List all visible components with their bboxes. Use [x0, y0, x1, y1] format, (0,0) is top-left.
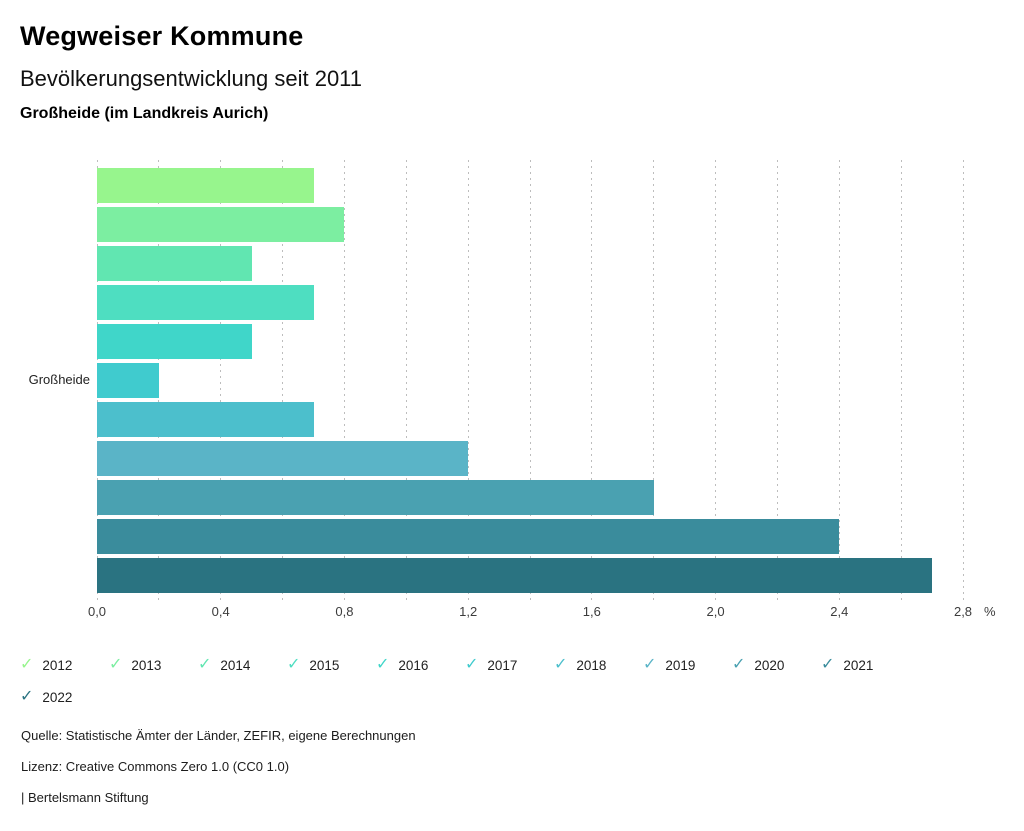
legend-year-label: 2021 [843, 657, 874, 673]
license-note: Lizenz: Creative Commons Zero 1.0 (CC0 1… [21, 759, 290, 774]
legend-item-2020[interactable]: ✓ 2020 [732, 656, 784, 674]
bar-2015[interactable] [97, 285, 314, 320]
source-note: Quelle: Statistische Ämter der Länder, Z… [21, 728, 416, 743]
gridline [591, 160, 593, 600]
x-tick-label: 2,8 [953, 604, 973, 619]
bar-2019[interactable] [97, 441, 469, 476]
legend-year-label: 2014 [220, 657, 251, 673]
bar-2021[interactable] [97, 519, 840, 554]
x-axis-unit-label: % [984, 604, 996, 619]
checkmark-icon: ✓ [20, 656, 34, 673]
x-tick-label: 2,4 [830, 604, 849, 619]
bar-2012[interactable] [97, 168, 314, 203]
app-title: Wegweiser Kommune [20, 21, 304, 51]
checkmark-icon: ✓ [287, 656, 301, 673]
legend-item-2021[interactable]: ✓ 2021 [821, 656, 873, 674]
y-axis-category-label: Großheide [28, 372, 90, 387]
legend-year-label: 2019 [665, 657, 696, 673]
gridline [529, 160, 531, 600]
checkmark-icon: ✓ [376, 656, 390, 673]
gridline [158, 160, 160, 600]
chart-title: Bevölkerungsentwicklung seit 2011 [20, 66, 363, 91]
gridline [467, 160, 469, 600]
legend-item-2016[interactable]: ✓ 2016 [376, 656, 428, 674]
gridline [715, 160, 717, 600]
x-tick-label: 1,6 [582, 604, 601, 619]
checkmark-icon: ✓ [821, 656, 835, 673]
x-tick-label: 0,0 [87, 604, 107, 619]
bar-2020[interactable] [97, 480, 654, 515]
bar-2018[interactable] [97, 402, 314, 437]
x-tick-label: 2,0 [706, 604, 725, 619]
legend-item-2022[interactable]: ✓ 2022 [20, 688, 72, 706]
gridline [653, 160, 655, 600]
checkmark-icon: ✓ [109, 656, 123, 673]
legend-item-2018[interactable]: ✓ 2018 [554, 656, 606, 674]
x-tick-label: 0,8 [335, 604, 354, 619]
gridline [220, 160, 222, 600]
legend-year-label: 2012 [42, 657, 73, 673]
legend-item-2017[interactable]: ✓ 2017 [465, 656, 517, 674]
legend-item-2019[interactable]: ✓ 2019 [643, 656, 695, 674]
bar-2022[interactable] [97, 558, 933, 593]
publisher-note: | Bertelsmann Stiftung [21, 790, 149, 805]
gridline [962, 160, 964, 600]
legend-year-label: 2013 [131, 657, 162, 673]
checkmark-icon: ✓ [465, 656, 479, 673]
checkmark-icon: ✓ [554, 656, 568, 673]
legend-year-label: 2020 [754, 657, 785, 673]
legend-year-label: 2022 [42, 689, 73, 705]
checkmark-icon: ✓ [198, 656, 212, 673]
bar-chart-plot-area: % 0,0 0,4 0,8 1,2 1,6 2,0 2,4 2,8 [88, 160, 996, 619]
gridline [282, 160, 284, 600]
gridline [776, 160, 778, 600]
x-tick-label: 1,2 [459, 604, 478, 619]
legend-year-label: 2016 [398, 657, 429, 673]
legend-item-2012[interactable]: ✓ 2012 [20, 656, 72, 674]
checkmark-icon: ✓ [20, 688, 34, 705]
region-subtitle: Großheide (im Landkreis Aurich) [20, 105, 269, 122]
checkmark-icon: ✓ [732, 656, 746, 673]
legend-item-2015[interactable]: ✓ 2015 [287, 656, 339, 674]
checkmark-icon: ✓ [643, 656, 657, 673]
gridline [838, 160, 840, 600]
legend-year-label: 2015 [309, 657, 340, 673]
bar-2016[interactable] [97, 324, 252, 359]
legend-year-label: 2017 [487, 657, 518, 673]
gridline [405, 160, 407, 600]
gridline [343, 160, 345, 600]
legend-item-2013[interactable]: ✓ 2013 [109, 656, 161, 674]
bar-2013[interactable] [97, 207, 345, 242]
legend-item-2014[interactable]: ✓ 2014 [198, 656, 250, 674]
x-tick-label: 0,4 [211, 604, 230, 619]
bar-2014[interactable] [97, 246, 252, 281]
legend-year-label: 2018 [576, 657, 607, 673]
gridline [900, 160, 902, 600]
bar-2017[interactable] [97, 363, 159, 398]
